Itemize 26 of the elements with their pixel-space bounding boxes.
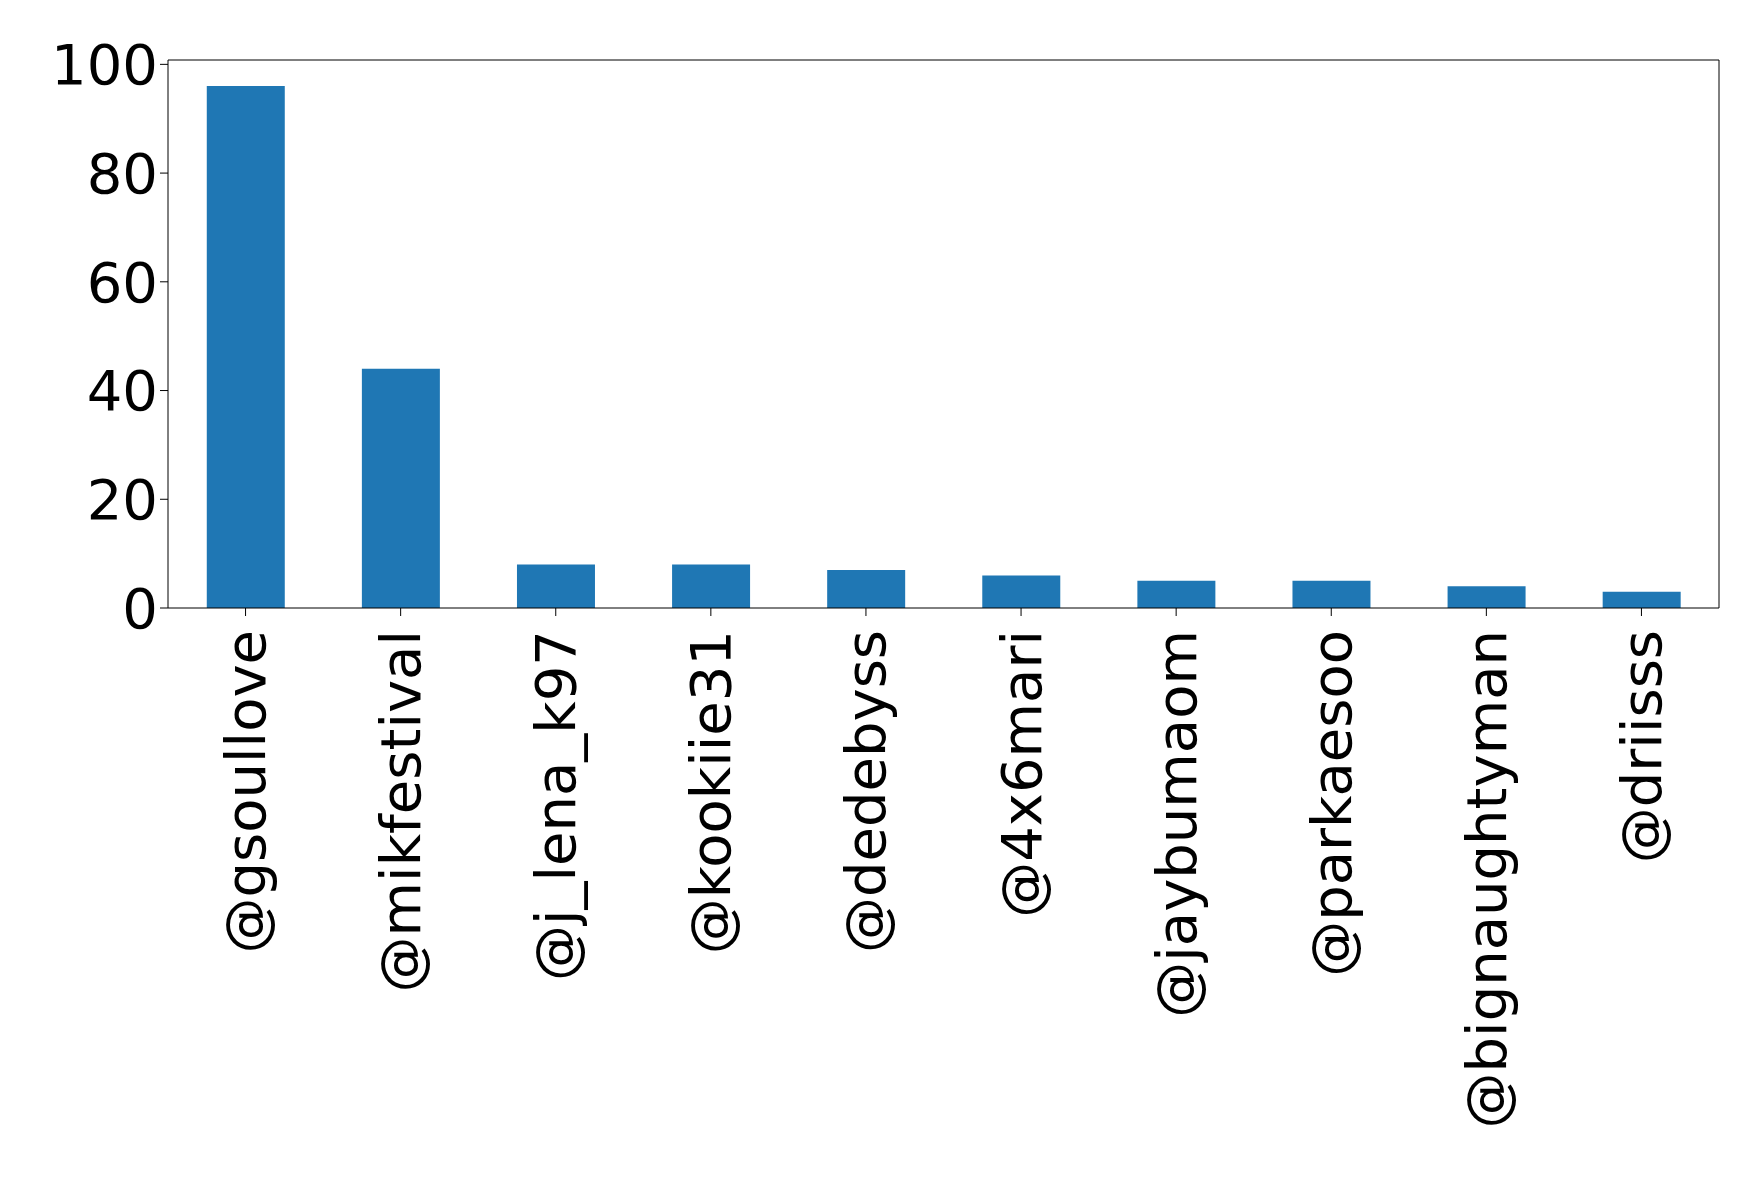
- bar: [361, 368, 440, 608]
- x-tick-label: @mikfestival: [368, 630, 434, 993]
- x-tick-label: @jaybumaom: [1143, 630, 1209, 1018]
- bar: [1602, 591, 1681, 608]
- x-tick-label: @driisss: [1608, 630, 1674, 864]
- x-tick-label: @gsoullove: [213, 630, 279, 954]
- y-tick-label: 40: [86, 358, 158, 424]
- y-tick-label: 0: [122, 575, 158, 641]
- bar: [1137, 580, 1216, 608]
- bar: [206, 86, 285, 608]
- y-tick-label: 60: [86, 249, 158, 315]
- y-tick-label: 20: [86, 467, 158, 533]
- bar: [1292, 580, 1371, 608]
- x-tick-label: @bignaughtyman: [1453, 630, 1519, 1129]
- x-tick-label: @kookiie31: [678, 630, 744, 955]
- x-tick-label: @parkaesoo: [1298, 630, 1364, 977]
- bar: [1447, 586, 1526, 608]
- bar: [982, 575, 1061, 608]
- y-tick-label: 100: [51, 32, 158, 98]
- bar: [672, 564, 751, 608]
- bar: [516, 564, 595, 608]
- x-tick-label: @dedebyss: [833, 630, 899, 954]
- y-tick-label: 80: [86, 140, 158, 206]
- x-tick-label: @4x6mari: [988, 630, 1054, 918]
- x-tick-label: @j_lena_k97: [523, 630, 589, 982]
- bar: [827, 569, 906, 608]
